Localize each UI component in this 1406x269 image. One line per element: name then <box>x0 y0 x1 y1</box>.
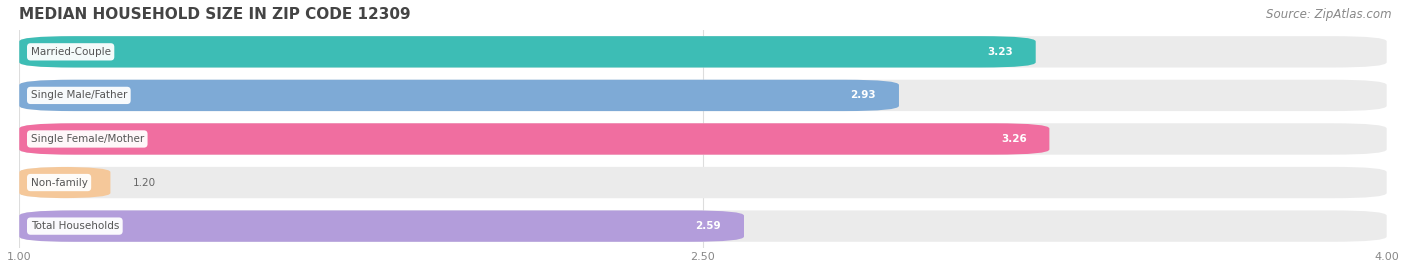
Text: Non-family: Non-family <box>31 178 87 187</box>
Text: Single Female/Mother: Single Female/Mother <box>31 134 143 144</box>
FancyBboxPatch shape <box>20 167 1386 198</box>
Text: MEDIAN HOUSEHOLD SIZE IN ZIP CODE 12309: MEDIAN HOUSEHOLD SIZE IN ZIP CODE 12309 <box>20 7 411 22</box>
Text: 1.20: 1.20 <box>134 178 156 187</box>
Text: Source: ZipAtlas.com: Source: ZipAtlas.com <box>1267 8 1392 21</box>
Text: Married-Couple: Married-Couple <box>31 47 111 57</box>
Text: 2.59: 2.59 <box>696 221 721 231</box>
FancyBboxPatch shape <box>20 210 1386 242</box>
Text: 2.93: 2.93 <box>851 90 876 100</box>
FancyBboxPatch shape <box>20 210 744 242</box>
FancyBboxPatch shape <box>20 80 898 111</box>
FancyBboxPatch shape <box>20 36 1386 68</box>
Text: 3.26: 3.26 <box>1001 134 1026 144</box>
Text: 3.23: 3.23 <box>987 47 1012 57</box>
FancyBboxPatch shape <box>20 36 1036 68</box>
Text: Total Households: Total Households <box>31 221 120 231</box>
FancyBboxPatch shape <box>20 123 1386 155</box>
FancyBboxPatch shape <box>20 167 111 198</box>
FancyBboxPatch shape <box>20 123 1049 155</box>
Text: Single Male/Father: Single Male/Father <box>31 90 127 100</box>
FancyBboxPatch shape <box>20 80 1386 111</box>
